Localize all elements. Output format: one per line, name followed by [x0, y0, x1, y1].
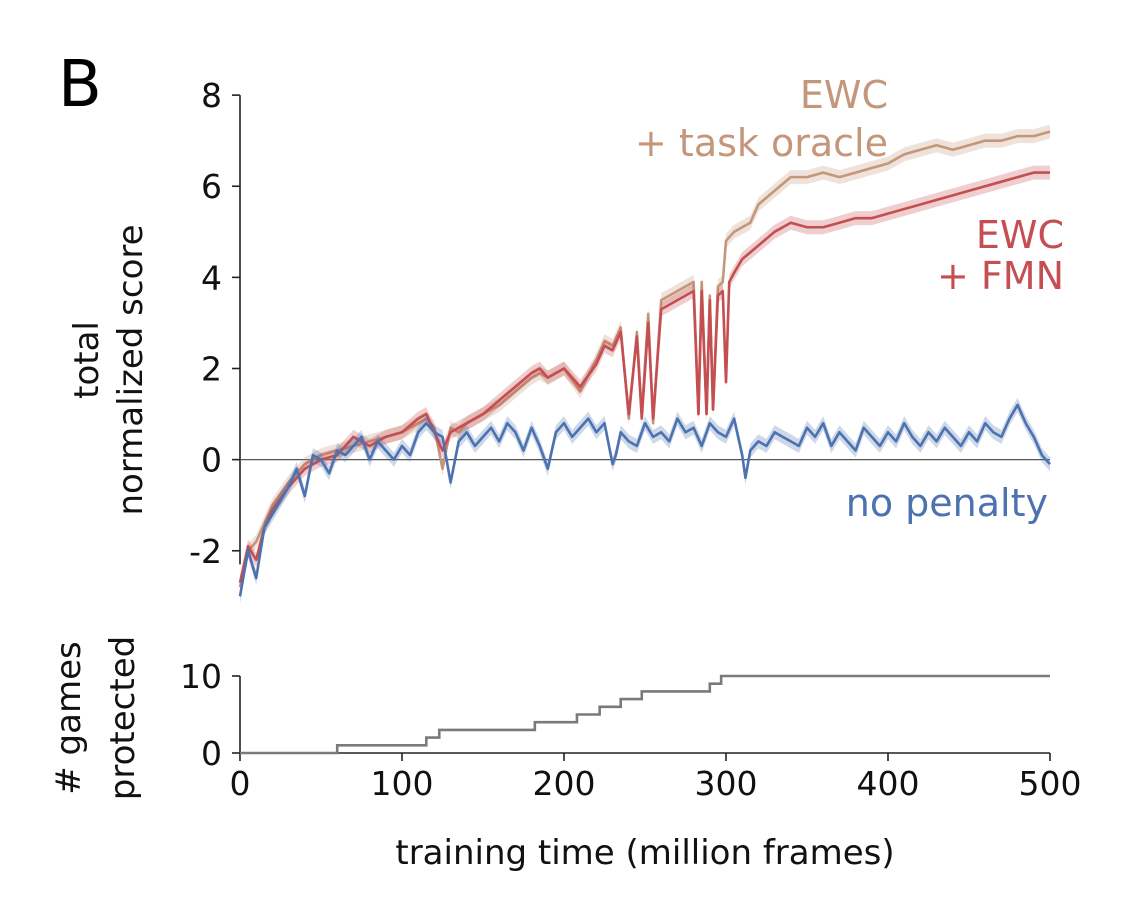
score-y-ticks: 8 6 4 2 0 -2	[189, 76, 240, 571]
score-y-label-line2: normalized score	[111, 224, 151, 515]
x-tick-label: 300	[695, 764, 758, 803]
series-label-no-penalty: no penalty	[846, 481, 1048, 525]
score-y-tick-label: 8	[201, 76, 222, 115]
score-y-tick-label: 6	[201, 167, 222, 206]
games-y-label-line2: protected	[103, 636, 143, 800]
score-panel: 8 6 4 2 0 -2 total normalized score EWC + tas…	[67, 73, 1064, 604]
line-ewc_fmn	[238, 171, 1050, 583]
x-tick-label: 0	[230, 764, 251, 803]
score-y-tick-label: 4	[201, 258, 222, 297]
x-tick-label: 100	[371, 764, 434, 803]
series-label-ewc-oracle-line1: EWC	[800, 73, 888, 117]
games-series-lines	[240, 674, 1050, 755]
games-y-tick-label: 0	[201, 734, 222, 773]
panel-label: B	[58, 48, 102, 122]
games-y-ticks: 10 0	[180, 657, 240, 773]
score-y-label-line1: total	[67, 321, 107, 399]
line-no_penalty	[238, 403, 1051, 597]
x-tick-label: 200	[533, 764, 596, 803]
series-label-ewc-oracle-line2: + task oracle	[635, 121, 888, 165]
x-axis-label: training time (million frames)	[395, 833, 894, 873]
score-y-tick-label: 2	[201, 350, 222, 389]
games-panel: 10 0 0 100 200 300 400 500 # games protected t…	[49, 636, 1082, 873]
score-series-lines	[238, 124, 1051, 604]
games-step-line	[240, 674, 1050, 755]
series-label-ewc-fmn-line2: + FMN	[937, 254, 1064, 298]
x-tick-label: 400	[857, 764, 920, 803]
score-y-tick-label: -2	[189, 532, 222, 571]
games-x-ticks: 0 100 200 300 400 500	[230, 753, 1082, 803]
games-y-tick-label: 10	[180, 657, 222, 696]
games-y-label-line1: # games	[49, 641, 89, 794]
score-y-tick-label: 0	[201, 441, 222, 480]
x-tick-label: 500	[1019, 764, 1082, 803]
series-label-ewc-fmn-line1: EWC	[976, 213, 1064, 257]
